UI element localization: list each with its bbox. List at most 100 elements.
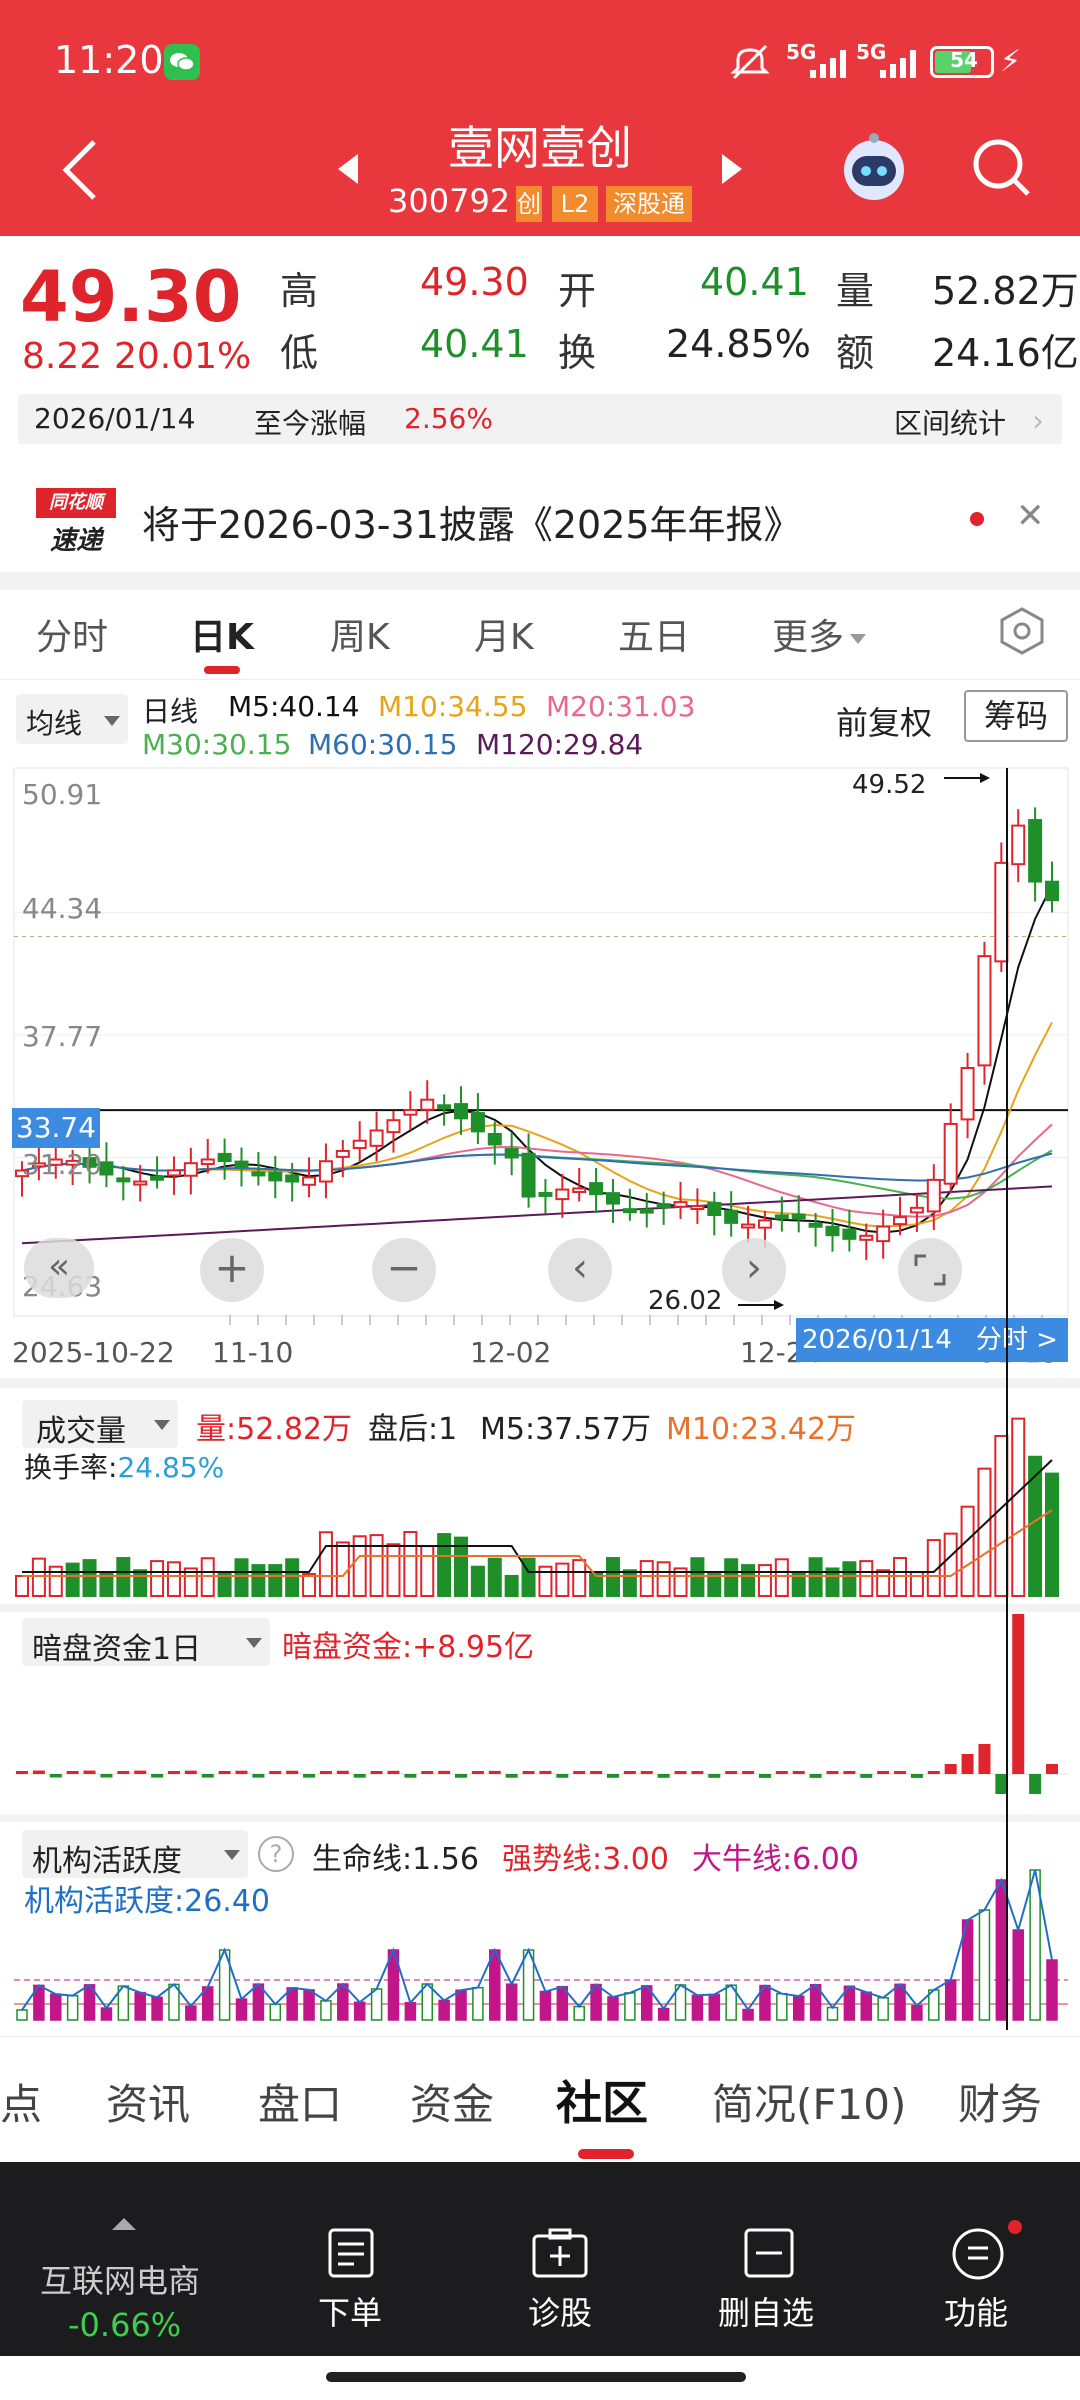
close-icon[interactable]: ✕ — [1016, 496, 1045, 536]
vol-bar-up — [859, 1560, 874, 1597]
ma-selector[interactable]: 均线 — [16, 694, 128, 744]
range-stat-button[interactable]: 区间统计 — [894, 407, 1007, 440]
high-value: 49.30 — [420, 260, 529, 304]
cross-date-tag[interactable]: 2026/01/14 分时 > — [796, 1318, 1068, 1362]
remove-watchlist-button[interactable]: 删自选 — [718, 2294, 815, 2332]
volume-selector[interactable]: 成交量 — [22, 1400, 178, 1449]
status-time: 11:20 — [54, 38, 164, 82]
help-icon[interactable]: ? — [258, 1836, 294, 1872]
dark-pool-bar-up — [539, 1770, 552, 1774]
tab-rik[interactable]: 日K — [190, 617, 254, 658]
ma-m60: M60:30.15 — [308, 728, 458, 761]
gesture-handle[interactable] — [326, 2372, 746, 2382]
search-icon[interactable] — [970, 136, 1034, 204]
ma-period: 日线 — [142, 695, 199, 728]
scroll-left-button[interactable]: ‹ — [548, 1238, 612, 1302]
dark-pool-bar-down — [995, 1774, 1008, 1794]
tab-pankou[interactable]: 盘口 — [258, 2080, 343, 2129]
tab-dian[interactable]: 点 — [0, 2080, 43, 2129]
candle-up — [960, 1067, 975, 1121]
stock-code: 300792 — [388, 182, 511, 220]
inst-bar — [151, 1996, 163, 2021]
prev-stock-button[interactable] — [336, 152, 360, 190]
dark-pool-bar-up — [438, 1770, 451, 1774]
function-icon[interactable] — [950, 2226, 1006, 2286]
vol-bar-down — [82, 1559, 97, 1597]
candle-down — [589, 1182, 604, 1196]
tab-yuek[interactable]: 月K — [474, 617, 534, 658]
tab-zhouk[interactable]: 周K — [330, 617, 390, 658]
dark-pool-bar-up — [691, 1771, 704, 1774]
order-icon[interactable] — [324, 2226, 378, 2284]
vol-after-hours: 盘后:1 — [368, 1412, 458, 1447]
range-stat-bar[interactable]: 2026/01/14 至今涨幅 2.56% 区间统计 › — [18, 394, 1062, 444]
adjust-mode-button[interactable]: 前复权 — [836, 704, 933, 742]
dark-pool-bar-up — [66, 1771, 79, 1774]
tab-zixun[interactable]: 资讯 — [106, 2080, 191, 2129]
kline-chart[interactable] — [0, 760, 1080, 1360]
sector-pct: -0.66% — [68, 2306, 182, 2344]
vol-bar-up — [876, 1569, 891, 1597]
notice-banner[interactable]: 同花顺 速递 将于2026-03-31披露《2025年年报》 ✕ — [0, 462, 1080, 572]
header: 11:20 5G 5G 54 ⚡ 壹网壹创 300792 创 L2 深股通 — [0, 0, 1080, 236]
candle-down — [99, 1161, 114, 1176]
dark-pool-bar-down — [100, 1774, 113, 1778]
candle-down — [842, 1228, 857, 1240]
badge-dot-icon — [1008, 2220, 1022, 2234]
candle-down — [150, 1175, 165, 1181]
dark-pool-bar-down — [556, 1774, 569, 1778]
sector-name[interactable]: 互联网电商 — [40, 2262, 201, 2300]
back-button[interactable] — [60, 138, 100, 206]
inst-bar — [50, 1993, 62, 2021]
candle-down — [538, 1191, 553, 1197]
dark-pool-selector[interactable]: 暗盘资金1日 — [22, 1618, 270, 1667]
candle-down — [268, 1171, 283, 1182]
candle-up — [926, 1178, 941, 1213]
candle-down — [521, 1152, 536, 1198]
high-label: 高 — [280, 269, 319, 313]
vol-bar-up — [150, 1560, 165, 1597]
zoom-out-button[interactable]: − — [372, 1238, 436, 1302]
dark-pool-bar-up — [826, 1771, 839, 1774]
function-button[interactable]: 功能 — [944, 2294, 1009, 2332]
tab-f10[interactable]: 简况(F10) — [712, 2080, 907, 2129]
zoom-in-button[interactable]: + — [200, 1238, 264, 1302]
robot-assistant-button[interactable] — [838, 130, 910, 206]
dark-pool-bar-down — [353, 1774, 366, 1778]
candle-down — [707, 1201, 722, 1216]
tab-fenshi[interactable]: 分时 — [36, 617, 109, 658]
next-stock-button[interactable] — [720, 152, 744, 190]
vol-bar-up — [943, 1532, 958, 1597]
vol-bar-up — [538, 1565, 553, 1598]
dark-pool-bar-up — [640, 1771, 653, 1774]
range-date: 2026/01/14 — [34, 402, 196, 435]
inst-activity-line — [21, 1869, 1053, 2012]
order-button[interactable]: 下单 — [318, 2294, 383, 2332]
amount-value: 24.16亿 — [932, 331, 1079, 375]
dark-pool-bar-down — [201, 1774, 214, 1778]
dark-pool-bar-up — [927, 1771, 940, 1774]
scroll-right-button[interactable]: › — [722, 1238, 786, 1302]
y-label: 50.91 — [22, 778, 103, 811]
range-label: 至今涨幅 — [254, 407, 367, 440]
fullscreen-icon[interactable] — [898, 1238, 962, 1302]
vol-bar-down — [741, 1564, 756, 1598]
scroll-left-fast-button[interactable]: « — [24, 1238, 94, 1298]
candle-up — [318, 1160, 333, 1183]
expand-up-icon[interactable] — [112, 2218, 136, 2230]
tab-wuri[interactable]: 五日 — [618, 617, 691, 658]
tab-shequ[interactable]: 社区 — [556, 2076, 648, 2130]
remove-watchlist-icon[interactable] — [742, 2226, 796, 2284]
diagnose-button[interactable]: 诊股 — [528, 2294, 593, 2332]
diagnose-icon[interactable] — [530, 2226, 590, 2284]
chips-button[interactable]: 筹码 — [964, 690, 1068, 742]
settings-hex-icon[interactable] — [998, 606, 1046, 660]
vol-bar-up — [335, 1541, 350, 1598]
inst-activity-value: 机构活跃度:26.40 — [24, 1884, 270, 1919]
inst-selector[interactable]: 机构活跃度 — [22, 1830, 248, 1879]
notice-text: 将于2026-03-31披露《2025年年报》 — [142, 503, 802, 547]
tab-zijin[interactable]: 资金 — [410, 2080, 495, 2129]
inst-bar — [1046, 1959, 1058, 2021]
tab-caiwu[interactable]: 财务 — [958, 2080, 1043, 2129]
tab-more[interactable]: 更多 — [772, 608, 867, 660]
